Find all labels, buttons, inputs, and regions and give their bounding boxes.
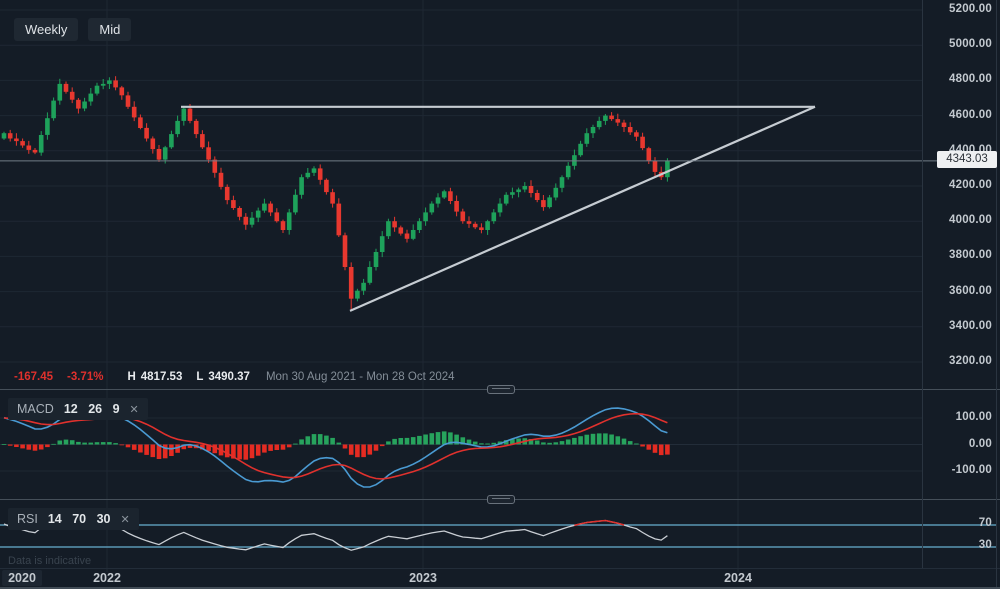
gridlines xyxy=(0,0,922,572)
macd-label: MACD xyxy=(17,402,54,416)
price-axis-tick: 3200.00 xyxy=(949,355,992,367)
macd-axis-tick: 0.00 xyxy=(968,437,992,450)
price-axis-tick: 4600.00 xyxy=(949,108,992,121)
macd-axis-tick: 100.00 xyxy=(955,411,992,423)
rsi-params: 14 70 30 xyxy=(47,512,111,526)
time-axis-label: 2022 xyxy=(93,571,121,585)
price-axis-tick: 4000.00 xyxy=(949,214,992,227)
change-percent: -3.71% xyxy=(67,371,104,383)
rsi-axis-tick: 30 xyxy=(978,539,992,551)
change-value: -167.45 xyxy=(14,371,54,383)
macd-panel xyxy=(1,407,670,488)
macd-close-icon[interactable]: ✕ xyxy=(129,403,139,416)
rsi-close-icon[interactable]: ✕ xyxy=(120,513,130,526)
trendline-drawing xyxy=(181,105,816,312)
price-axis-tick: 3400.00 xyxy=(949,319,992,332)
time-axis-label: 2020 xyxy=(2,570,42,586)
candles-layer xyxy=(1,76,670,311)
time-axis-label: 2024 xyxy=(724,571,752,585)
range-low: L 3490.37 xyxy=(196,371,250,383)
price-axis-tick: 4800.00 xyxy=(949,73,992,86)
time-axis-label: 2023 xyxy=(409,571,437,585)
rsi-indicator-chip[interactable]: RSI 14 70 30 ✕ xyxy=(8,508,139,530)
range-high: H 4817.53 xyxy=(127,371,183,383)
price-axis-tick: 4200.00 xyxy=(949,179,992,191)
data-indicative-note: Data is indicative xyxy=(8,555,92,567)
chart-toolbar: Weekly Mid xyxy=(14,18,132,41)
rsi-label: RSI xyxy=(17,512,38,526)
macd-params: 12 26 9 xyxy=(63,402,120,416)
macd-axis-tick: -100.00 xyxy=(951,464,992,476)
status-bar: -167.45 -3.71% H 4817.53 L 3490.37 Mon 30 … xyxy=(14,369,455,385)
current-price-label: 4343.03 xyxy=(937,151,997,168)
macd-signal-line xyxy=(3,412,668,480)
rsi-panel-resize-handle[interactable] xyxy=(487,495,515,504)
price-axis-tick: 5000.00 xyxy=(949,38,992,51)
timeframe-button[interactable]: Weekly xyxy=(14,18,79,41)
price-axis-tick: 3800.00 xyxy=(949,249,992,262)
price-basis-button[interactable]: Mid xyxy=(88,18,132,41)
price-axis-tick: 3600.00 xyxy=(949,284,992,297)
macd-panel-resize-handle[interactable] xyxy=(487,385,515,394)
rsi-axis-tick: 70 xyxy=(978,517,992,529)
date-range: Mon 30 Aug 2021 - Mon 28 Oct 2024 xyxy=(265,371,455,383)
macd-indicator-chip[interactable]: MACD 12 26 9 ✕ xyxy=(8,398,148,420)
price-axis-tick: 5200.00 xyxy=(949,3,992,15)
